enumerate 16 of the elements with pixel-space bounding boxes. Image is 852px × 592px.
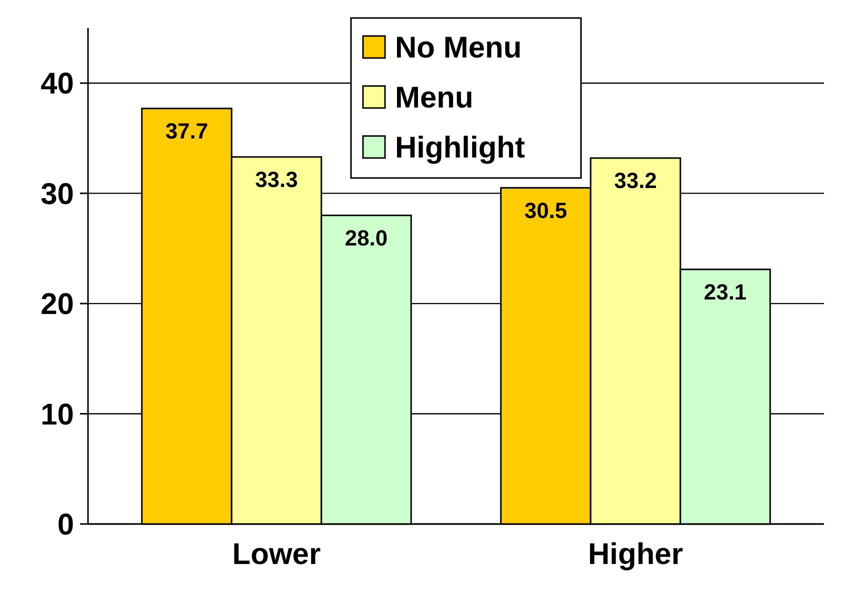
y-tick-label: 30 bbox=[40, 178, 74, 211]
data-label: 23.1 bbox=[704, 279, 747, 304]
x-tick-label: Lower bbox=[232, 538, 321, 571]
y-tick-label: 20 bbox=[40, 288, 74, 322]
y-tick-label: 10 bbox=[40, 398, 74, 432]
data-label: 37.7 bbox=[165, 118, 208, 144]
y-tick-label: 40 bbox=[40, 68, 74, 101]
data-label: 33.3 bbox=[255, 166, 298, 192]
legend-label: Menu bbox=[395, 82, 474, 114]
data-label: 33.2 bbox=[614, 168, 657, 194]
x-tick-label: Higher bbox=[588, 538, 684, 571]
y-tick-label: 0 bbox=[57, 508, 74, 542]
legend-label: No Menu bbox=[395, 32, 522, 64]
legend-label: Highlight bbox=[395, 132, 525, 164]
data-label: 30.5 bbox=[524, 198, 568, 223]
data-label: 28.0 bbox=[344, 225, 388, 250]
